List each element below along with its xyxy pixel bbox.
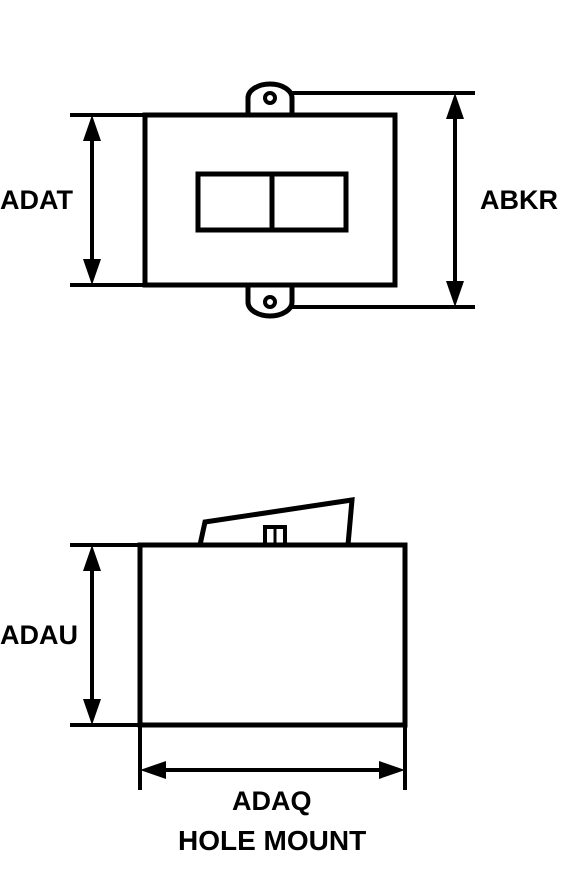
adau-arrow-up-icon [83,545,101,571]
adat-label: ADAT [0,185,73,216]
rocker-slot-right [272,174,346,230]
adaq-arrow-right-icon [379,761,405,779]
figure-title: HOLE MOUNT [178,825,366,857]
abkr-arrow-up-icon [446,93,464,119]
top-tab-hole-icon [265,93,275,103]
abkr-arrow-down-icon [446,281,464,307]
adat-arrow-down-icon [83,259,101,285]
adau-label: ADAU [0,620,78,651]
adau-arrow-down-icon [83,699,101,725]
technical-diagram-svg [0,0,584,892]
adaq-arrow-left-icon [140,761,166,779]
rocker-slot-left [198,174,272,230]
diagram-wrapper: ADAT ABKR ADAU ADAQ HOLE MOUNT [0,0,584,892]
adat-arrow-up-icon [83,115,101,141]
bottom-tab-hole-icon [265,297,275,307]
adaq-label: ADAQ [232,786,312,817]
side-view-body [140,545,405,725]
abkr-label: ABKR [480,185,558,216]
